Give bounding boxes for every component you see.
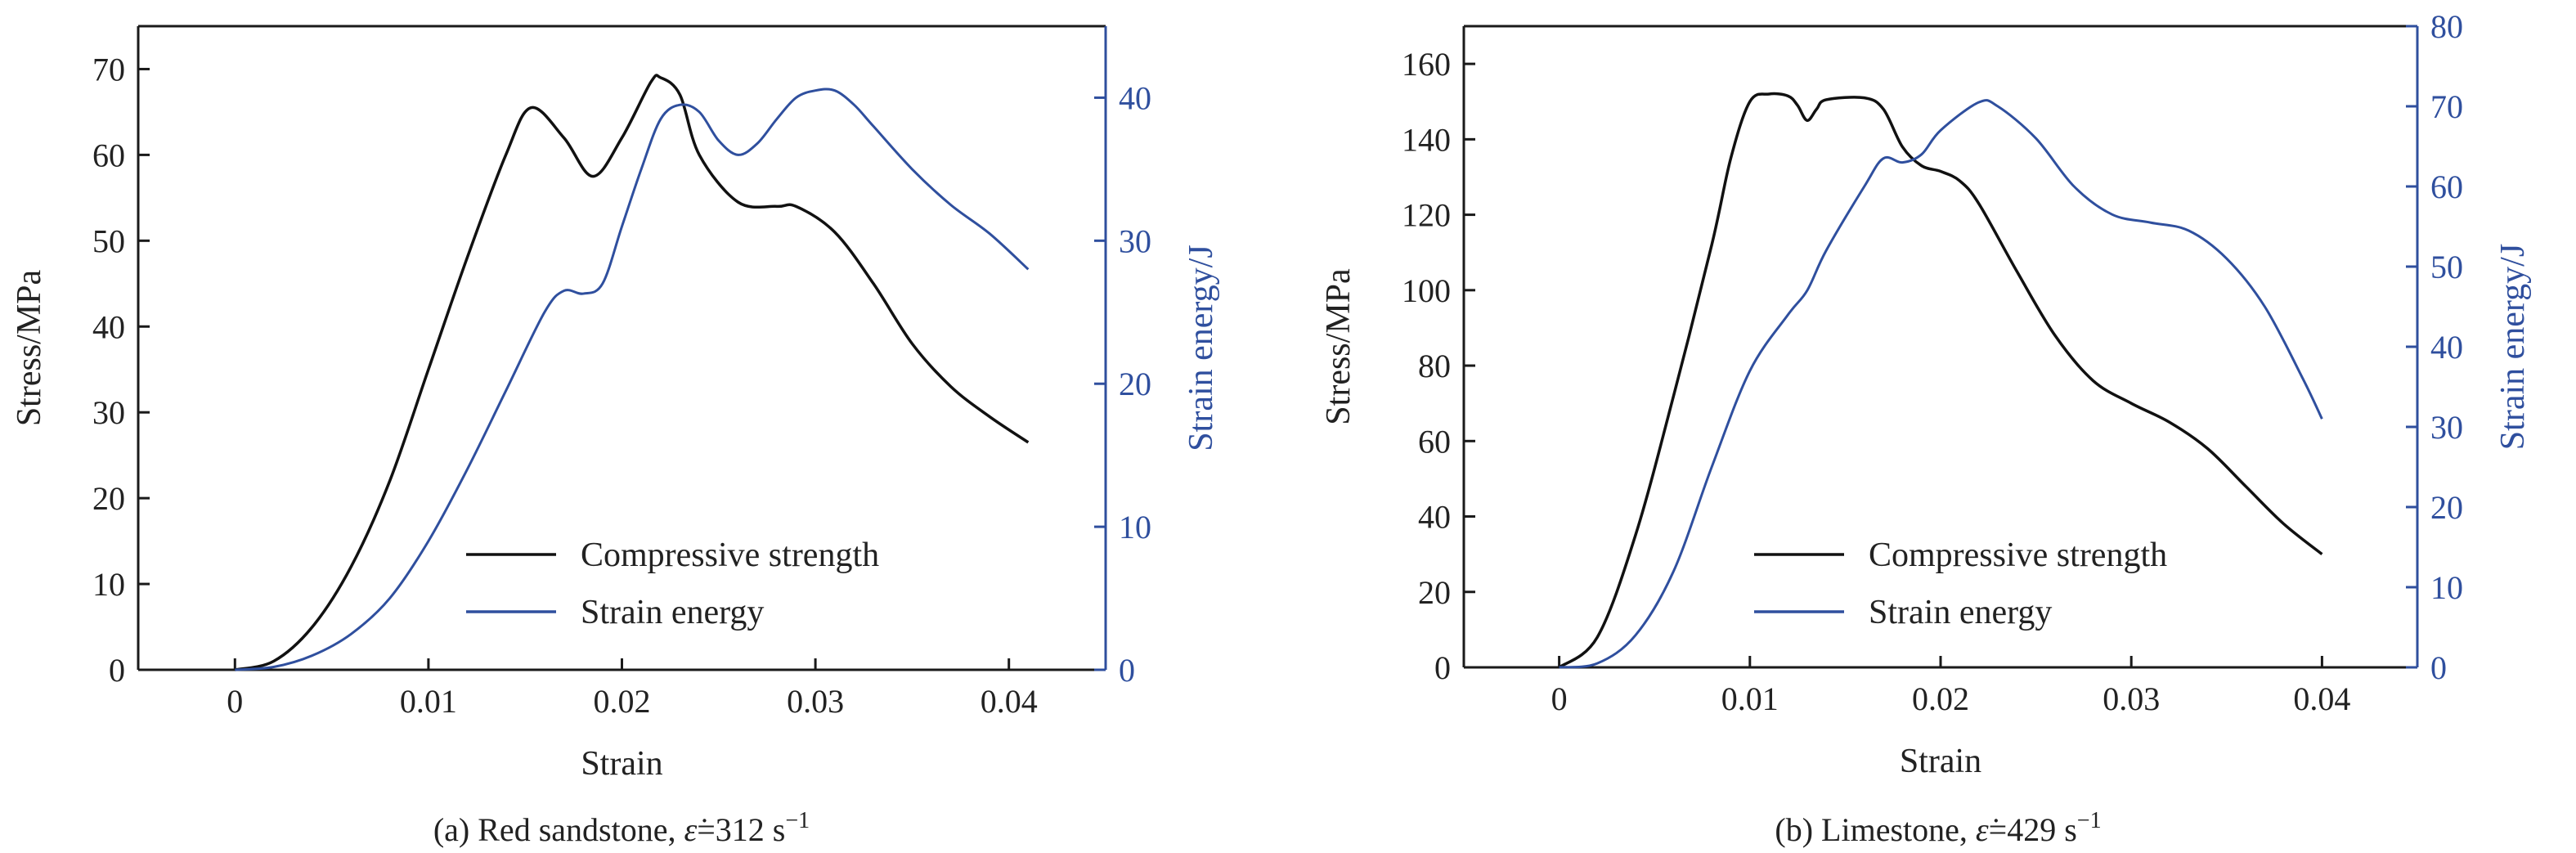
y-axis-label: Stress/MPa: [1320, 268, 1358, 425]
chart-a: 0 10 20 30 40 50 60 70 0 10 20 30 40 0 0.01 0.02 0.03 0.0…: [11, 25, 1220, 848]
y2-tick-label: 60: [2430, 168, 2463, 205]
y2-tick-label: 70: [2430, 88, 2463, 125]
y-tick-label: 20: [92, 480, 125, 517]
y-axis-label: Stress/MPa: [11, 269, 48, 426]
chart-caption: (b) Limestone, ε̇=429 s−1: [1775, 808, 2101, 848]
caption-text: (b) Limestone,: [1775, 811, 1976, 848]
compressive-strength-line: [1558, 92, 2323, 669]
y-tick-label: 100: [1402, 272, 1451, 309]
y2-tick-label: 20: [1119, 366, 1151, 402]
y-tick-label: 70: [92, 51, 125, 88]
y-tick-label: 30: [92, 394, 125, 431]
y-tick-label: 10: [92, 566, 125, 603]
y-tick-label: 0: [1434, 649, 1451, 686]
y-tick-label: 60: [1418, 423, 1451, 460]
y2-tick-label: 30: [2430, 409, 2463, 446]
strain-energy-line: [235, 88, 1030, 671]
y-tick-label: 140: [1402, 121, 1451, 158]
y-tick-label: 40: [92, 308, 125, 345]
y2-axis-label: Strain energy/J: [2494, 244, 2532, 450]
x-axis-label: Strain: [1900, 743, 1981, 780]
y-tick-label: 160: [1402, 46, 1451, 83]
x-tick-label: 0.03: [787, 683, 844, 720]
strain-rate-value: =312 s: [697, 811, 785, 848]
y2-tick-label: 0: [2430, 649, 2447, 686]
x-tick-label: 0: [227, 683, 243, 720]
y-tick-label: 80: [1418, 348, 1451, 384]
x-tick-label: 0.01: [1721, 680, 1779, 717]
y-tick-label: 0: [109, 652, 125, 689]
strain-rate-exponent: −1: [2077, 808, 2102, 833]
y2-axis-label: Strain energy/J: [1183, 245, 1220, 451]
y2-tick-label: 30: [1119, 222, 1151, 259]
x-axis-label: Strain: [581, 745, 662, 783]
y2-tick-label: 50: [2430, 249, 2463, 285]
legend: Compressive strength Strain energy: [466, 536, 879, 631]
x-tick-label: 0.03: [2103, 680, 2160, 717]
strain-rate-exponent: −1: [785, 808, 810, 833]
y2-tick-label: 80: [2430, 8, 2463, 45]
y2-tick-label: 40: [2430, 329, 2463, 366]
y2-tick-label: 0: [1119, 652, 1135, 689]
y-tick-label: 50: [92, 222, 125, 259]
y2-tick-label: 10: [1119, 509, 1151, 545]
y-tick-label: 120: [1402, 197, 1451, 234]
x-tick-label: 0: [1551, 680, 1568, 717]
y2-tick-label: 40: [1119, 79, 1151, 116]
x-tick-label: 0.04: [981, 683, 1038, 720]
y-tick-label: 20: [1418, 574, 1451, 611]
x-tick-label: 0.02: [594, 683, 651, 720]
legend: Compressive strength Strain energy: [1754, 536, 2167, 631]
caption-text: (a) Red sandstone,: [433, 811, 684, 848]
strain-rate-value: =429 s: [1989, 811, 2077, 848]
legend-label: Strain energy: [581, 594, 764, 631]
compressive-strength-line: [234, 74, 1030, 671]
y-tick-label: 60: [92, 137, 125, 173]
y2-tick-label: 10: [2430, 569, 2463, 606]
x-tick-label: 0.04: [2293, 680, 2350, 717]
x-tick-label: 0.01: [400, 683, 457, 720]
chart-b: 0 20 40 60 80 100 120 140 160 0 10 20 30 40 50 60 70 80 0 0…: [1320, 8, 2532, 848]
chart-caption: (a) Red sandstone, ε̇=312 s−1: [433, 808, 810, 848]
legend-label: Compressive strength: [1869, 536, 2167, 574]
x-tick-label: 0.02: [1912, 680, 1969, 717]
y-tick-label: 40: [1418, 499, 1451, 536]
legend-label: Compressive strength: [581, 536, 879, 574]
legend-label: Strain energy: [1869, 594, 2052, 631]
strain-energy-line: [1559, 99, 2323, 669]
y2-tick-label: 20: [2430, 489, 2463, 526]
